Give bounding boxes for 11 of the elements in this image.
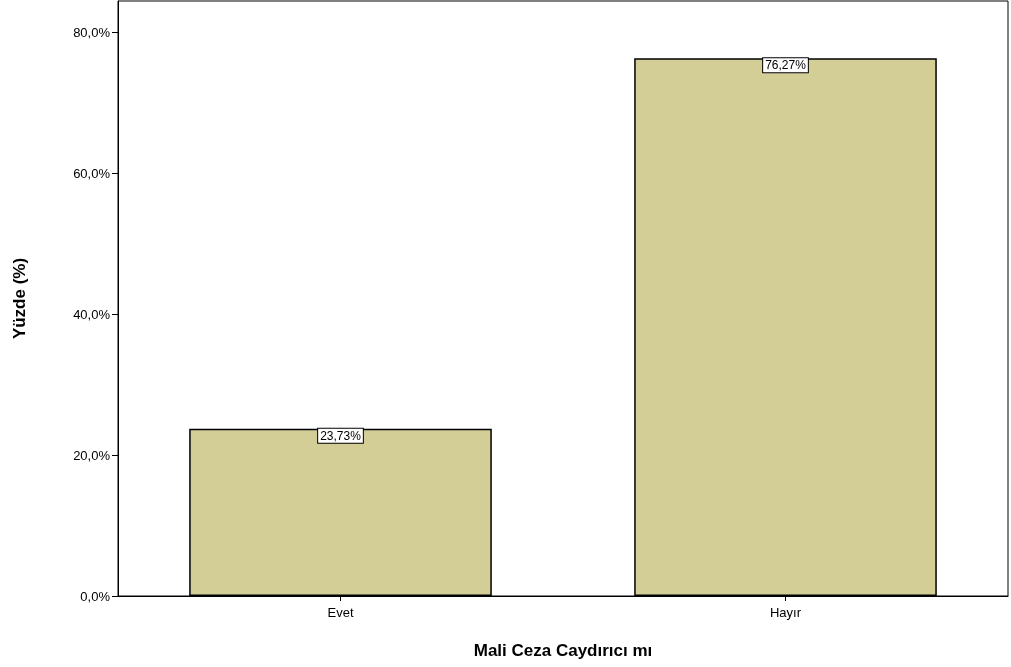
data-label: 23,73% — [320, 428, 362, 443]
y-tick-label: 20,0% — [73, 447, 111, 463]
y-tick-label: 80,0% — [73, 24, 111, 40]
x-tick-label: Hayır — [769, 605, 802, 620]
data-label: 76,27% — [765, 58, 807, 73]
x-tick-label: Evet — [327, 605, 354, 620]
y-tick-label: 40,0% — [73, 306, 111, 322]
y-tick-label: 60,0% — [73, 165, 111, 181]
y-axis-title: Yüzde (%) — [10, 257, 29, 340]
x-axis-title: Mali Ceza Caydırıcı mı — [473, 641, 653, 660]
y-tick-label: 0,0% — [80, 588, 111, 604]
